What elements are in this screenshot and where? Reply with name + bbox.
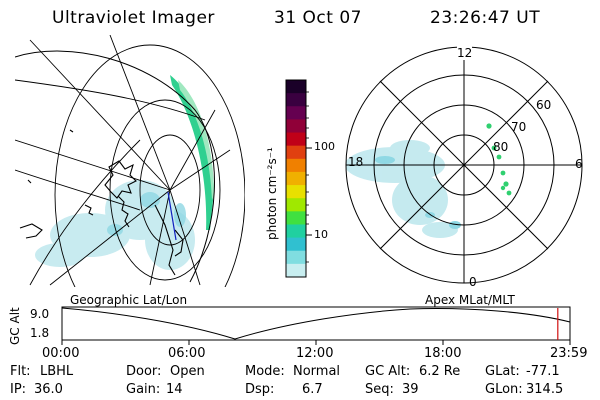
colorbar-band: [286, 171, 306, 186]
time-tick-0000: 00:00: [42, 346, 80, 361]
colorbar-band: [286, 198, 306, 212]
glat-value: -77.1: [526, 364, 560, 379]
instrument-title: Ultraviolet Imager: [52, 8, 215, 28]
glon-label: GLon:: [485, 382, 523, 397]
colorbar-band: [286, 158, 306, 173]
lat-label-80: 80: [493, 140, 509, 154]
dsp-value: 6.7: [302, 382, 323, 397]
geographic-map: [15, 35, 245, 287]
colorbar-label-100: 100: [314, 140, 335, 153]
colorbar-band: [286, 211, 306, 225]
time-tick-1200: 12:00: [296, 346, 334, 361]
coastlines: [19, 129, 184, 276]
right-panel-label: Apex MLat/MLT: [425, 293, 515, 307]
filter-label: Flt:: [10, 364, 31, 379]
ip-value: 36.0: [34, 382, 63, 397]
door-value: Open: [170, 364, 205, 379]
mlt-label-0: 0: [469, 275, 477, 289]
colorbar-band: [286, 250, 306, 265]
time-tick-2359: 23:59: [550, 346, 588, 361]
ip-label: IP:: [10, 382, 27, 397]
polar-plot: [345, 46, 583, 284]
altitude-ytick-low: 1.8: [30, 326, 50, 340]
altitude-plot: [61, 306, 571, 345]
colorbar-label-10: 10: [314, 228, 328, 241]
aurora-spots: [486, 123, 512, 196]
colorbar-band: [286, 237, 306, 252]
mlt-label-6: 6: [575, 157, 583, 171]
colorbar-band: [286, 224, 306, 239]
lat-label-70: 70: [511, 120, 527, 134]
mlt-label-18: 18: [348, 155, 364, 169]
time-tick-0600: 06:00: [168, 346, 206, 361]
colorbar-band: [286, 132, 306, 147]
glon-value: 314.5: [526, 382, 564, 397]
mlt-label-12: 12: [457, 46, 473, 60]
gc-alt-label: GC Alt:: [365, 364, 411, 379]
lat-label-60: 60: [536, 98, 552, 112]
mode-label: Mode:: [245, 364, 285, 379]
altitude-ylabel: GC Alt: [8, 307, 22, 345]
seq-label: Seq:: [365, 382, 394, 397]
colorbar-band: [286, 80, 306, 94]
colorbar-band: [286, 145, 306, 160]
image-time: 23:26:47 UT: [430, 8, 541, 28]
gain-label: Gain:: [126, 382, 161, 397]
colorbar: [285, 79, 312, 278]
door-label: Door:: [126, 364, 162, 379]
colorbar-band: [286, 185, 306, 199]
seq-value: 39: [402, 382, 419, 397]
gc-alt-value: 6.2 Re: [419, 364, 461, 379]
glat-label: GLat:: [485, 364, 520, 379]
altitude-ytick-high: 9.0: [30, 307, 50, 321]
colorbar-band: [286, 106, 306, 120]
colorbar-band: [286, 263, 306, 278]
colorbar-band: [286, 119, 306, 134]
dsp-label: Dsp:: [245, 382, 275, 397]
altitude-curve: [61, 307, 571, 340]
left-panel-label: Geographic Lat/Lon: [70, 293, 188, 307]
image-date: 31 Oct 07: [274, 8, 362, 28]
time-tick-1800: 18:00: [424, 346, 462, 361]
colorbar-unit-label: photon cm⁻²s⁻¹: [265, 147, 279, 240]
colorbar-band: [286, 93, 306, 107]
filter-value: LBHL: [40, 364, 74, 379]
mode-value: Normal: [293, 364, 341, 379]
gain-value: 14: [166, 382, 183, 397]
